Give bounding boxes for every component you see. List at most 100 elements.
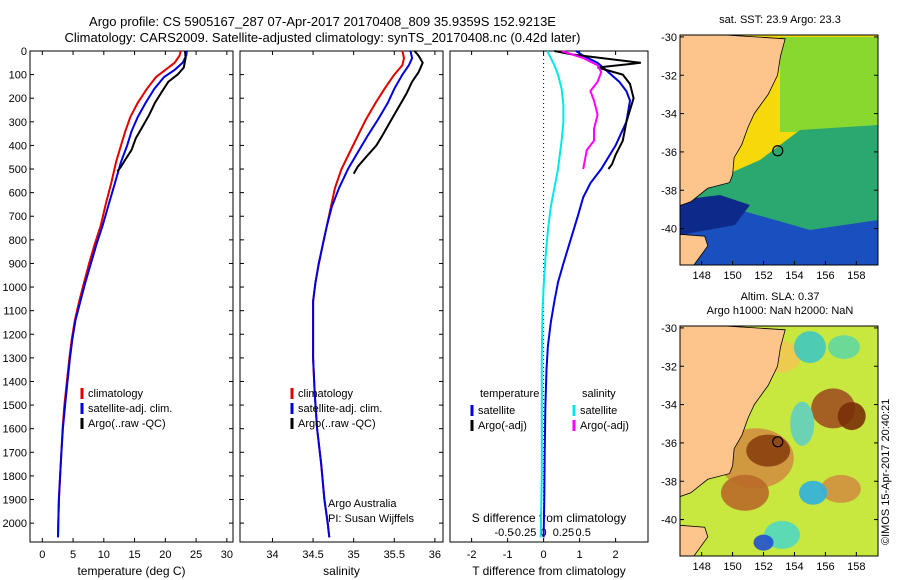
series-line-2: [539, 50, 565, 538]
map-layers: [680, 326, 878, 556]
x-tick-label: 35: [348, 549, 360, 561]
sla-map-content: -30 -32 -34 -36 -38 -40 148 150 152 154 156 158: [661, 323, 879, 573]
series-line-0: [542, 50, 632, 538]
legend-label: satellite: [580, 405, 617, 417]
series-line-2: [352, 50, 424, 175]
sla-blob: [820, 474, 861, 503]
lat-tick-label: -38: [661, 185, 677, 197]
y-tick-label: 800: [9, 235, 27, 247]
sla-blob: [799, 480, 828, 505]
sla-blob: [811, 388, 856, 429]
lat-tick-label: -34: [661, 109, 677, 121]
chart-panel-salinity: 34 34.5 35 35.5 36 salinity climatology satelli…: [239, 50, 444, 578]
y-tick-label: 2000: [3, 518, 27, 530]
y-tick-label: 1300: [3, 353, 27, 365]
x-axis-label: temperature (deg C): [77, 564, 185, 578]
lat-tick-label: -36: [661, 147, 677, 159]
ocean-cold: [680, 210, 878, 265]
legend-label: Argo(..raw -QC): [298, 418, 376, 430]
x-axis-label: salinity: [323, 564, 360, 578]
x-tick-label: 34: [266, 549, 278, 561]
y-tick-label: 0: [21, 46, 27, 58]
lat-tick-label: -30: [661, 323, 677, 335]
lon-tick-label: 158: [847, 561, 865, 573]
ocean-warm: [680, 35, 878, 265]
lon-tick-label: 158: [847, 270, 865, 282]
x-tick-label: -1: [503, 549, 513, 561]
lon-tick-label: 154: [785, 561, 803, 573]
argo-position-marker: [772, 145, 784, 157]
x-tick-label: 20: [159, 549, 171, 561]
x-axis-label: T difference from climatology: [472, 564, 626, 578]
sla-blob: [827, 335, 860, 360]
y-tick-label: 1000: [3, 282, 27, 294]
x-tick-label: 5: [70, 549, 76, 561]
x-tick-label: 36: [429, 549, 441, 561]
legend-label: Argo(..raw -QC): [88, 418, 166, 430]
lon-tick-label: 154: [785, 270, 803, 282]
header-line-1: Argo profile: CS 5905167_287 07-Apr-2017…: [89, 14, 556, 29]
sla-base: [680, 326, 878, 556]
lat-tick-label: -30: [661, 32, 677, 44]
lon-tick-label: 148: [692, 561, 710, 573]
legend-header: temperature: [480, 388, 539, 400]
y-tick-label: 1700: [3, 447, 27, 459]
x-tick-label: 34.5: [302, 549, 323, 561]
lat-tick-label: -40: [661, 515, 677, 527]
y-tick-label: 1900: [3, 495, 27, 507]
y-tick-label: 1500: [3, 400, 27, 412]
legend-header: salinity: [582, 388, 616, 400]
legend-label: climatology: [88, 388, 144, 400]
top-x-tick-label: 0.25: [553, 527, 574, 539]
sla-blob: [790, 401, 815, 446]
top-x-tick-label: -0.5: [495, 527, 514, 539]
sla-blob: [717, 428, 794, 489]
lat-tick-label: -32: [661, 70, 677, 82]
series-line-3: [561, 50, 603, 170]
tasmania: [680, 524, 709, 556]
x-tick-label: 25: [190, 549, 202, 561]
lon-tick-label: 148: [692, 270, 710, 282]
sla-blob: [720, 474, 769, 511]
lon-tick-label: 156: [816, 561, 834, 573]
land-mass: [680, 35, 786, 265]
lon-tick-label: 152: [754, 561, 772, 573]
top-x-tick-label: 0.5: [576, 527, 591, 539]
y-tick-label: 600: [9, 188, 27, 200]
legend-label: Argo(-adj): [580, 420, 629, 432]
lon-tick-label: 152: [754, 270, 772, 282]
plot-frame: [239, 50, 444, 543]
lat-tick-label: -36: [661, 438, 677, 450]
y-tick-label: 1100: [3, 306, 27, 318]
ocean-patch: [780, 37, 878, 132]
legend-label: satellite-adj. clim.: [298, 403, 382, 415]
sla-blob: [753, 534, 774, 551]
x-tick-label: 1: [577, 549, 583, 561]
ocean-cool: [680, 125, 878, 265]
legend-label: satellite: [478, 405, 515, 417]
sla-blob: [757, 340, 801, 373]
y-tick-label: 1600: [3, 424, 27, 436]
lon-tick-label: 156: [816, 270, 834, 282]
top-x-axis-label: S difference from climatology: [472, 511, 627, 525]
sla-blob: [837, 402, 866, 431]
plot-frame: [449, 50, 649, 543]
x-tick-label: 0: [541, 549, 547, 561]
tasmania: [680, 233, 709, 265]
sla-blob: [746, 434, 791, 467]
chart-panel-difference: -2 -1 0 1 2 T difference from climatology -0.5…: [449, 50, 649, 578]
series-line-0: [312, 50, 406, 538]
annotation-line: Argo Australia: [328, 498, 397, 510]
plot-frame: [29, 50, 234, 543]
y-tick-label: 400: [9, 140, 27, 152]
lat-tick-label: -32: [661, 361, 677, 373]
ocean-coldest: [680, 195, 750, 235]
lon-tick-label: 150: [723, 270, 741, 282]
y-tick-label: 1400: [3, 376, 27, 388]
sla-blob: [764, 520, 801, 549]
map-layers: [680, 35, 878, 265]
chart-panel-temperature: 0100200300400500600700800900100011001200…: [3, 46, 234, 578]
sst-map-title: sat. SST: 23.9 Argo: 23.3: [719, 14, 841, 26]
